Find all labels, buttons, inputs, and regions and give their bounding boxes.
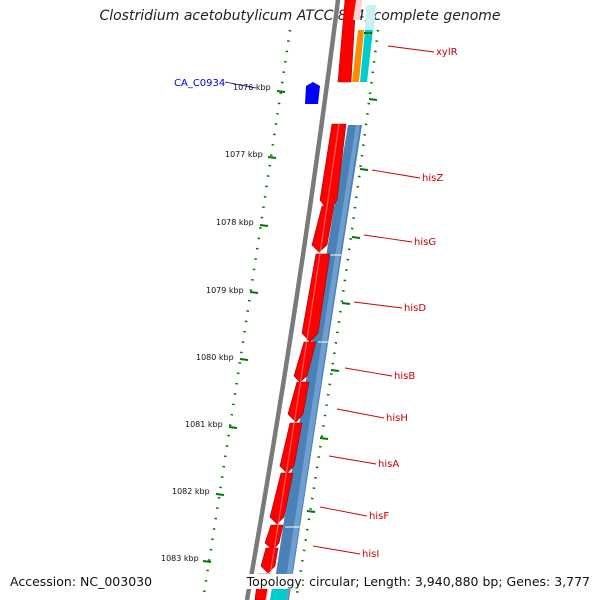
gene-label-hisH: hisH (386, 413, 408, 424)
gene-label-hisI: hisI (362, 549, 379, 560)
topology-text: Topology: circular; Length: 3,940,880 bp… (243, 574, 590, 589)
top-gene-cyan (360, 30, 373, 82)
scale-label: 1079 kbp (206, 286, 244, 295)
forward-gene-arrows (254, 123, 347, 600)
scale-label: 1082 kbp (172, 487, 210, 496)
top-gene-lightcyan (365, 5, 376, 30)
top-gene-orange (352, 30, 364, 82)
genome-backbone (244, 0, 341, 600)
bottom-cyan-accent (270, 588, 288, 600)
outer-ticks (306, 32, 378, 513)
gene-label-hisA: hisA (378, 459, 399, 470)
gene-label-hisF: hisF (369, 511, 389, 522)
accession-text: Accession: NC_003030 (10, 574, 153, 589)
top-gene-pink (353, 0, 362, 20)
top-gene-red (337, 0, 357, 83)
reverse-gene-band-highlight (283, 125, 360, 600)
map-title: Clostridium acetobutylicum ATCC 824, com… (99, 8, 501, 24)
gene-leader-lines (312, 45, 435, 555)
gene-labels: xylR hisZ hisG hisD hisB hisH hisA hisF … (362, 47, 458, 560)
reverse-gene-separators (285, 254, 345, 528)
scale-label: 1081 kbp (185, 420, 223, 429)
gene-label-hisB: hisB (394, 371, 415, 382)
scale-labels: 1076 kbp 1077 kbp 1078 kbp 1079 kbp 1080… (161, 83, 271, 563)
locus-label: CA_C0934 (174, 78, 225, 89)
scale-ticks (202, 90, 286, 563)
gene-label-hisZ: hisZ (422, 173, 443, 184)
scale-label: 1077 kbp (225, 150, 263, 159)
locus-leader-line (224, 81, 257, 89)
gene-label-hisG: hisG (414, 237, 436, 248)
scale-label: 1078 kbp (216, 218, 254, 227)
gene-label-xylR: xylR (436, 47, 458, 58)
forward-gene-highlight (265, 123, 340, 600)
gene-label-hisD: hisD (404, 303, 426, 314)
scale-label: 1083 kbp (161, 554, 199, 563)
scale-label: 1080 kbp (196, 353, 234, 362)
locus-gene-shape (305, 82, 320, 104)
